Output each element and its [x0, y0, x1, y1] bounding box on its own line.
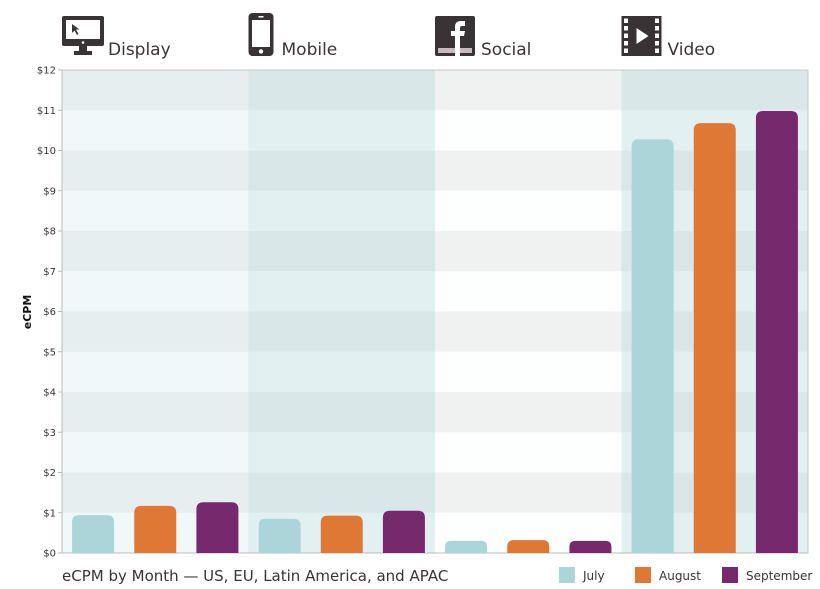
grid-band — [62, 231, 808, 272]
bar-social-september — [569, 540, 612, 553]
category-label: Social — [481, 40, 531, 60]
y-axis-label: eCPM — [21, 295, 34, 330]
column-band-display — [62, 70, 249, 553]
y-tick-label: $12 — [37, 66, 56, 77]
category-label: Video — [668, 40, 716, 60]
bar-social-july — [445, 540, 488, 553]
bar-video-july — [631, 139, 674, 554]
legend-item-september: September — [722, 567, 812, 583]
category-header-video: Video — [621, 16, 716, 60]
grid-band — [62, 351, 808, 392]
legend-item-august: August — [635, 567, 701, 583]
film-hole — [624, 48, 628, 53]
column-band-social — [435, 70, 622, 553]
bar-mobile-august — [320, 515, 363, 553]
y-tick-label: $3 — [43, 428, 56, 439]
play-glyph — [636, 28, 649, 44]
legend-swatch — [559, 567, 575, 583]
plot-background — [62, 70, 808, 553]
grid-band — [62, 271, 808, 312]
category-label: Display — [108, 40, 171, 60]
category-headers: Display Mobile Social Video — [62, 13, 715, 60]
phone-speaker — [258, 16, 264, 18]
film-play-icon — [621, 16, 662, 56]
y-tick-label: $2 — [43, 468, 56, 479]
monitor-dot — [81, 41, 85, 44]
grid-band — [62, 70, 808, 111]
film-hole — [624, 26, 628, 31]
film-hole — [655, 18, 659, 23]
grid-band — [62, 110, 808, 151]
bar-social-august — [507, 540, 550, 553]
grid-band — [62, 311, 808, 352]
grid-band — [62, 512, 808, 553]
legend-swatch — [635, 567, 651, 583]
column-band-mobile — [248, 70, 435, 553]
facebook-icon — [435, 16, 475, 56]
category-header-mobile: Mobile — [248, 13, 338, 60]
grid-band — [62, 432, 808, 473]
bar-display-september — [196, 502, 239, 553]
category-label: Mobile — [282, 40, 338, 60]
y-tick-label: $5 — [43, 347, 56, 358]
y-tick-label: $0 — [43, 549, 56, 560]
y-tick-label: $4 — [43, 388, 56, 399]
y-tick-label: $1 — [43, 508, 56, 519]
fb-f-glyph — [451, 21, 465, 56]
legend-label: July — [582, 569, 605, 583]
legend-swatch — [722, 567, 738, 583]
film-hole — [624, 18, 628, 23]
monitor-stand — [74, 51, 92, 55]
bar-video-august — [693, 123, 736, 553]
monitor-neck — [79, 46, 87, 51]
category-header-social: Social — [435, 16, 531, 60]
y-axis: $0 $1 $2 $3 $4 $5 $6 $7 $8 $9 $10 $11 $12 — [37, 66, 808, 560]
category-header-display: Display — [62, 16, 171, 60]
film-hole — [624, 41, 628, 46]
y-tick-label: $7 — [43, 267, 56, 278]
film-hole — [655, 41, 659, 46]
film-hole — [624, 33, 628, 38]
phone-home — [258, 49, 264, 54]
bars — [72, 111, 798, 554]
grid-band — [62, 150, 808, 191]
grid-band — [62, 392, 808, 433]
y-tick-label: $10 — [37, 146, 56, 157]
monitor-cursor-icon — [62, 16, 104, 55]
phone-screen — [252, 20, 270, 47]
film-hole — [655, 26, 659, 31]
cursor-glyph — [72, 24, 80, 35]
grid-band — [62, 190, 808, 231]
legend-label: August — [659, 569, 701, 583]
bar-display-august — [134, 505, 177, 553]
film-hole — [655, 48, 659, 53]
bar-mobile-september — [382, 510, 425, 553]
y-tick-label: $8 — [43, 227, 56, 238]
film-hole — [655, 33, 659, 38]
y-tick-label: $6 — [43, 307, 56, 318]
bar-display-july — [72, 515, 115, 553]
legend-label: September — [746, 569, 812, 583]
chart-title: eCPM by Month — US, EU, Latin America, a… — [62, 567, 448, 585]
monitor-screen — [66, 20, 100, 39]
y-tick-label: $9 — [43, 186, 56, 197]
bar-mobile-july — [258, 518, 301, 553]
legend-item-july: July — [559, 567, 605, 583]
y-tick-label: $11 — [37, 106, 56, 117]
smartphone-icon — [248, 13, 274, 56]
bar-video-september — [755, 111, 798, 554]
grid-band — [62, 472, 808, 513]
legend: July August September — [559, 567, 812, 583]
